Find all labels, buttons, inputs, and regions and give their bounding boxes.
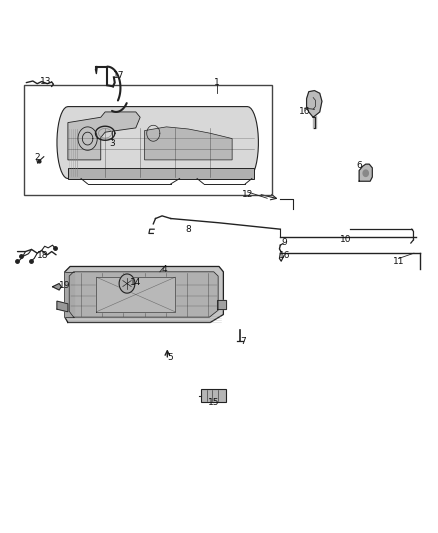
Polygon shape [96, 277, 175, 312]
Text: 3: 3 [109, 140, 115, 148]
Text: 1: 1 [214, 78, 220, 87]
Text: 4: 4 [162, 265, 167, 273]
Text: 13: 13 [40, 77, 52, 85]
Polygon shape [217, 300, 226, 309]
Polygon shape [65, 272, 74, 317]
Polygon shape [119, 274, 135, 293]
Polygon shape [65, 266, 223, 322]
Text: 6: 6 [356, 161, 362, 169]
Polygon shape [53, 284, 61, 290]
Bar [24, 85, 272, 195]
Text: 8: 8 [185, 225, 191, 233]
Polygon shape [313, 116, 316, 128]
Text: 10: 10 [340, 236, 352, 244]
Polygon shape [307, 91, 322, 117]
Text: 14: 14 [130, 278, 141, 287]
Polygon shape [68, 112, 140, 160]
Polygon shape [68, 168, 254, 179]
Polygon shape [69, 272, 218, 317]
Polygon shape [145, 127, 232, 160]
Text: 9: 9 [282, 238, 288, 247]
Text: 7: 7 [240, 337, 246, 345]
Text: 11: 11 [393, 257, 404, 265]
Polygon shape [359, 164, 372, 181]
Text: 19: 19 [59, 281, 71, 289]
Text: 17: 17 [113, 71, 124, 80]
Text: 2: 2 [35, 153, 40, 161]
Polygon shape [57, 301, 68, 312]
Text: 15: 15 [208, 398, 219, 407]
Text: 18: 18 [37, 252, 49, 260]
Text: 16: 16 [279, 252, 290, 260]
Polygon shape [363, 170, 368, 176]
Text: 16: 16 [299, 108, 310, 116]
Polygon shape [57, 107, 258, 179]
Text: 12: 12 [242, 190, 253, 199]
Text: 5: 5 [167, 353, 173, 361]
Bar [201, 389, 226, 402]
